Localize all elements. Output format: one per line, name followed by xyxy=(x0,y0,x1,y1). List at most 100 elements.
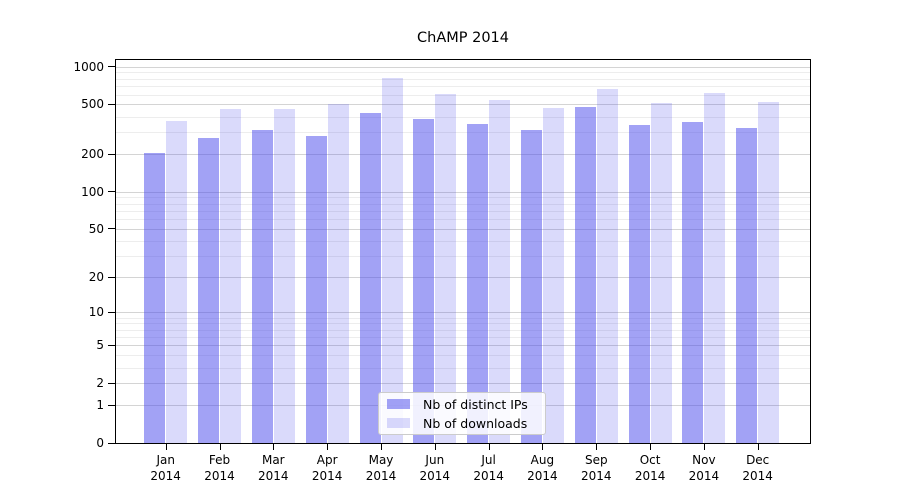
minor-gridline xyxy=(116,210,810,212)
y-tick-label: 10 xyxy=(88,305,104,320)
bar-downloads-aug xyxy=(542,108,564,443)
major-gridline xyxy=(116,191,810,193)
y-tick-mark xyxy=(108,103,115,105)
y-tick-label: 500 xyxy=(81,97,104,112)
x-tick-mark xyxy=(488,444,490,450)
minor-gridline xyxy=(116,203,810,205)
y-tick-label: 0 xyxy=(96,436,104,450)
minor-gridline xyxy=(116,329,810,331)
bar-downloads-oct xyxy=(650,102,672,443)
bar-ips-jan xyxy=(144,152,166,443)
bar-downloads-mar xyxy=(273,109,295,443)
minor-gridline xyxy=(116,323,810,325)
minor-gridline xyxy=(116,94,810,96)
bar-ips-nov xyxy=(682,122,704,443)
bar-ips-jun xyxy=(413,118,435,443)
x-tick-label: Sep 2014 xyxy=(581,453,612,483)
legend-swatch-distinct-ips xyxy=(387,399,410,409)
minor-gridline xyxy=(116,355,810,357)
x-tick-label: Oct 2014 xyxy=(634,453,666,483)
minor-gridline xyxy=(116,317,810,319)
y-tick-label: 1000 xyxy=(73,59,104,74)
x-tick-mark xyxy=(381,444,382,450)
y-tick-label: 200 xyxy=(81,147,104,162)
y-tick-label: 50 xyxy=(88,221,104,236)
x-tick-mark xyxy=(434,444,436,450)
y-tick-label: 5 xyxy=(96,338,104,353)
bar-ips-jul xyxy=(467,123,489,443)
y-tick-label: 20 xyxy=(88,270,104,285)
y-tick-mark xyxy=(108,404,115,406)
legend-item-downloads: Nb of downloads xyxy=(387,415,545,431)
minor-gridline xyxy=(116,240,810,242)
x-tick-mark xyxy=(273,444,275,450)
major-gridline xyxy=(116,277,810,279)
bar-ips-aug xyxy=(520,130,542,443)
x-tick-label: Jun 2014 xyxy=(419,453,451,483)
y-tick-mark xyxy=(108,66,115,68)
bar-downloads-dec xyxy=(758,102,780,443)
legend: Nb of distinct IPs Nb of downloads xyxy=(378,392,546,435)
minor-gridline xyxy=(116,116,810,118)
legend-label-distinct-ips: Nb of distinct IPs xyxy=(423,396,528,412)
x-tick-mark xyxy=(165,444,167,450)
y-tick-mark xyxy=(108,442,115,444)
bar-downloads-apr xyxy=(327,104,349,443)
y-tick-label: 100 xyxy=(81,184,104,199)
x-tick-mark xyxy=(327,444,329,450)
x-tick-label: Jul 2014 xyxy=(473,453,504,483)
x-tick-label: Mar 2014 xyxy=(258,453,289,483)
y-tick-label: 2 xyxy=(96,376,104,391)
x-tick-label: Dec 2014 xyxy=(742,453,773,483)
x-tick-label: Nov 2014 xyxy=(688,453,720,483)
x-tick-mark xyxy=(703,444,705,450)
bar-downloads-jan xyxy=(166,120,188,443)
bar-ips-feb xyxy=(198,137,219,443)
minor-gridline xyxy=(116,367,810,369)
major-gridline xyxy=(116,383,810,385)
bar-ips-oct xyxy=(628,124,650,443)
y-tick-mark xyxy=(108,228,115,230)
bar-downloads-jul xyxy=(489,99,511,443)
legend-swatch-downloads xyxy=(387,418,410,428)
y-tick-mark xyxy=(108,153,115,155)
bar-ips-may xyxy=(359,112,381,443)
legend-item-distinct-ips: Nb of distinct IPs xyxy=(387,396,545,412)
bar-ips-dec xyxy=(736,127,758,443)
bar-ips-apr xyxy=(305,135,327,443)
legend-label-downloads: Nb of downloads xyxy=(423,415,528,431)
x-tick-mark xyxy=(542,444,544,450)
bar-downloads-sep xyxy=(596,88,618,443)
major-gridline xyxy=(116,66,810,68)
bar-downloads-may xyxy=(381,77,403,443)
y-tick-mark xyxy=(108,382,115,384)
chart-title: ChAMP 2014 xyxy=(417,30,509,46)
x-tick-label: May 2014 xyxy=(365,453,397,483)
y-tick-label: 1 xyxy=(96,398,104,413)
x-tick-label: Feb 2014 xyxy=(204,453,235,483)
minor-gridline xyxy=(116,256,810,257)
x-tick-label: Jan 2014 xyxy=(150,453,181,483)
minor-gridline xyxy=(116,132,810,134)
x-tick-mark xyxy=(596,444,598,450)
x-tick-mark xyxy=(219,444,221,450)
y-tick-mark xyxy=(108,311,115,313)
bar-downloads-nov xyxy=(704,93,726,443)
bar-downloads-jun xyxy=(435,93,457,443)
bar-downloads-feb xyxy=(220,108,241,443)
x-tick-label: Aug 2014 xyxy=(527,453,558,483)
y-tick-mark xyxy=(108,191,115,193)
x-tick-label: Apr 2014 xyxy=(311,453,343,483)
major-gridline xyxy=(116,345,810,347)
plot-area: Nb of distinct IPs Nb of downloads xyxy=(115,59,811,444)
minor-gridline xyxy=(116,86,810,88)
major-gridline xyxy=(116,228,810,230)
y-tick-mark xyxy=(108,344,115,346)
major-gridline xyxy=(116,312,810,314)
minor-gridline xyxy=(116,78,810,80)
bar-ips-mar xyxy=(251,129,273,443)
minor-gridline xyxy=(116,72,810,74)
major-gridline xyxy=(116,154,810,156)
x-tick-mark xyxy=(757,444,759,450)
